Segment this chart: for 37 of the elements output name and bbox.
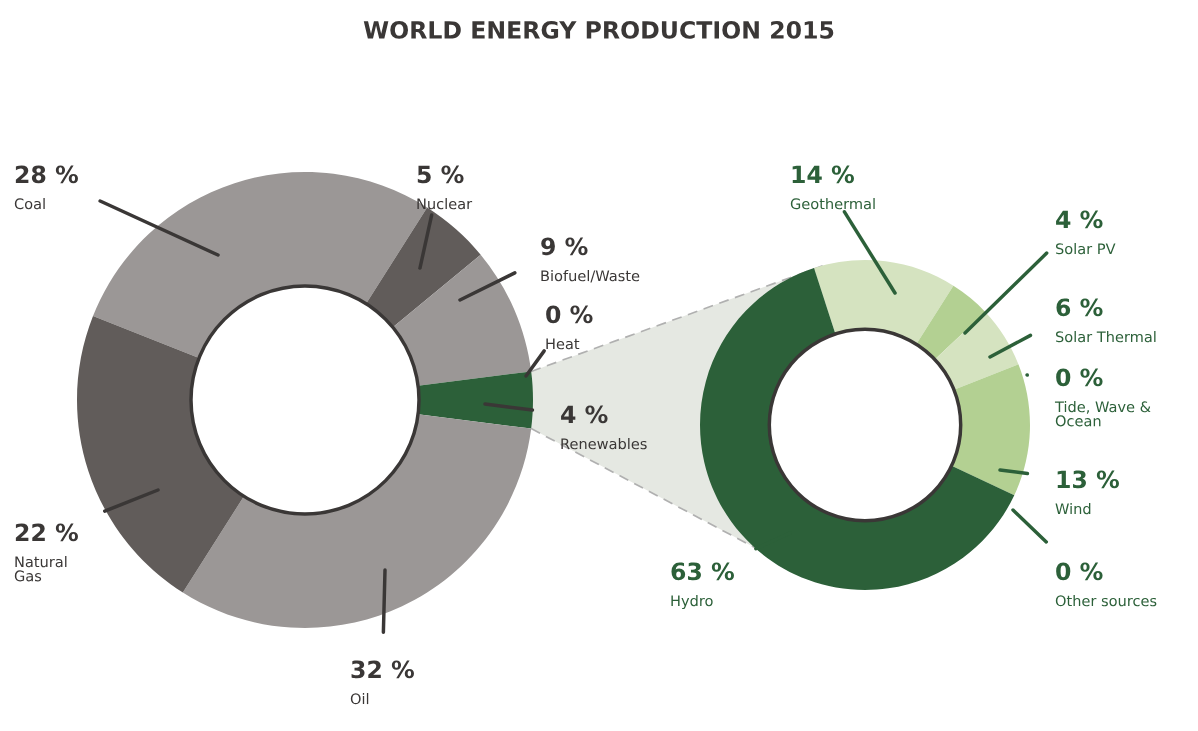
data-label: 63 % bbox=[671, 562, 734, 581]
data-label: 6 % bbox=[1056, 298, 1103, 317]
data-label: 9 % bbox=[541, 237, 588, 256]
slice-label: Geothermal bbox=[790, 198, 875, 210]
donut-slice bbox=[951, 364, 1030, 496]
donut-slice bbox=[700, 268, 1015, 590]
donut-slice bbox=[77, 316, 244, 593]
slice-label: Renewables bbox=[561, 438, 647, 450]
slice-label: Solar Thermal bbox=[1055, 331, 1156, 343]
text: 0 % bbox=[1056, 562, 1103, 581]
text: 0 % bbox=[1056, 368, 1103, 387]
slice-label: Biofuel/Waste bbox=[541, 270, 640, 283]
data-label: 4 % bbox=[1056, 210, 1103, 229]
donut-slice bbox=[814, 260, 954, 345]
data-label: 22 % bbox=[15, 523, 78, 542]
data-label: 32 % bbox=[351, 660, 414, 679]
category-label: Other sources bbox=[1055, 595, 1157, 607]
data-label: 5 % bbox=[417, 165, 464, 184]
donut-slice bbox=[392, 254, 532, 386]
data-label: 28 % bbox=[15, 165, 78, 184]
slice-label: Hydro bbox=[671, 595, 713, 610]
category-label: Tide, Wave & Ocean bbox=[1054, 401, 1151, 427]
data-label: 14 % bbox=[792, 165, 854, 184]
donut-slice bbox=[934, 312, 1019, 390]
slice-label: Nuclear bbox=[417, 198, 473, 210]
slice-label: Oil bbox=[350, 693, 369, 705]
text: 0 % bbox=[546, 305, 593, 324]
data-label: 13 % bbox=[1057, 470, 1119, 489]
slice-label: Solar PV bbox=[1055, 243, 1116, 255]
chart-title: WORLD ENERGY PRODUCTION 2015 bbox=[363, 20, 834, 39]
slice-label: Wind bbox=[1055, 503, 1091, 515]
donut-slice bbox=[418, 371, 533, 429]
slice-label: Natural Gas bbox=[14, 556, 67, 582]
donut-slice bbox=[916, 285, 986, 360]
data-label: 4 % bbox=[561, 405, 608, 424]
slice-label: Coal bbox=[14, 198, 45, 210]
category-label: Heat bbox=[546, 338, 580, 350]
